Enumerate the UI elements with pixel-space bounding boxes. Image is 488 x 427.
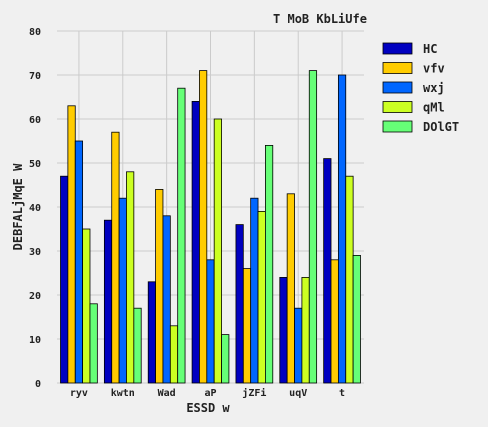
y-tick-label: 0 [35, 379, 41, 390]
bar-dolgt-ap [221, 334, 230, 384]
bar-wxj-kwtn [118, 197, 127, 384]
bar-wxj-ap [206, 259, 215, 384]
y-tick-label: 80 [29, 27, 41, 38]
legend-swatch [382, 42, 413, 55]
legend: HC vfv wxj qMl DOlGT [382, 42, 459, 134]
bar-qml-uqv [301, 276, 310, 384]
x-tick-label: uqV [289, 388, 307, 399]
x-axis-ticks: ryv kwtn Wad aP jZFi uqV t [70, 387, 345, 399]
y-tick-label: 10 [29, 335, 41, 346]
bar-dolgt-ryv [89, 303, 98, 384]
bar-area [60, 70, 361, 384]
x-tick-label: kwtn [111, 388, 135, 399]
bar-vfv-jzfi [242, 268, 252, 384]
bar-vfv-uqv [286, 193, 295, 384]
legend-swatch [382, 81, 413, 94]
bar-hc-uqv [279, 276, 288, 384]
bar-wxj-ryv [74, 140, 84, 384]
legend-label: wxj [423, 81, 445, 95]
bar-hc-kwtn [103, 219, 113, 384]
bar-hc-wad [147, 281, 156, 384]
bar-qml-ryv [82, 228, 91, 384]
bar-wxj-wad [162, 215, 171, 384]
bar-vfv-kwtn [111, 131, 120, 384]
bar-vfv-ap [199, 70, 208, 384]
bar-dolgt-jzfi [265, 144, 274, 384]
y-tick-label: 50 [29, 159, 41, 170]
chart-title: T MoB KbLiUfe [273, 12, 367, 26]
legend-label: HC [423, 42, 437, 56]
bar-dolgt-uqv [308, 70, 318, 384]
legend-label: vfv [423, 62, 445, 76]
x-tick-label: aP [204, 388, 216, 399]
bar-qml-ap [213, 118, 222, 384]
bar-wxj-uqv [294, 307, 303, 384]
bar-vfv-wad [155, 188, 164, 384]
y-tick-label: 40 [29, 203, 41, 214]
y-tick-label: 60 [29, 115, 41, 126]
bar-dolgt-kwtn [133, 307, 142, 384]
bar-hc-ap [191, 101, 200, 384]
legend-swatch [382, 101, 413, 113]
bar-qml-kwtn [126, 171, 135, 384]
bar-qml-wad [169, 325, 179, 384]
bar-qml-jzfi [257, 210, 266, 384]
y-tick-label: 70 [29, 71, 41, 82]
bar-dolgt-wad [177, 87, 186, 384]
y-tick-label: 20 [29, 291, 41, 302]
bar-vfv-t [330, 259, 339, 384]
bar-hc-jzfi [235, 224, 244, 384]
x-tick-label: ryv [70, 388, 88, 399]
y-axis-label: DEBFALjMqE W [11, 163, 25, 250]
bar-hc-ryv [60, 175, 69, 384]
legend-label: qMl [423, 101, 445, 115]
x-axis-label: ESSD w [186, 401, 230, 415]
x-tick-label: Wad [158, 388, 176, 399]
bar-qml-t [345, 175, 354, 384]
bar-hc-t [323, 158, 332, 384]
bar-vfv-ryv [67, 105, 76, 384]
x-tick-label: t [339, 388, 345, 399]
bar-dolgt-t [352, 254, 361, 384]
y-axis-ticks: 0 10 20 30 40 50 60 70 80 [29, 27, 41, 390]
x-tick-label: jZFi [242, 387, 266, 399]
legend-label: DOlGT [423, 120, 459, 134]
bar-wxj-jzfi [250, 197, 259, 384]
legend-swatch [382, 62, 413, 74]
y-tick-label: 30 [29, 247, 41, 258]
legend-swatch [382, 120, 413, 133]
bar-wxj-t [337, 74, 347, 384]
